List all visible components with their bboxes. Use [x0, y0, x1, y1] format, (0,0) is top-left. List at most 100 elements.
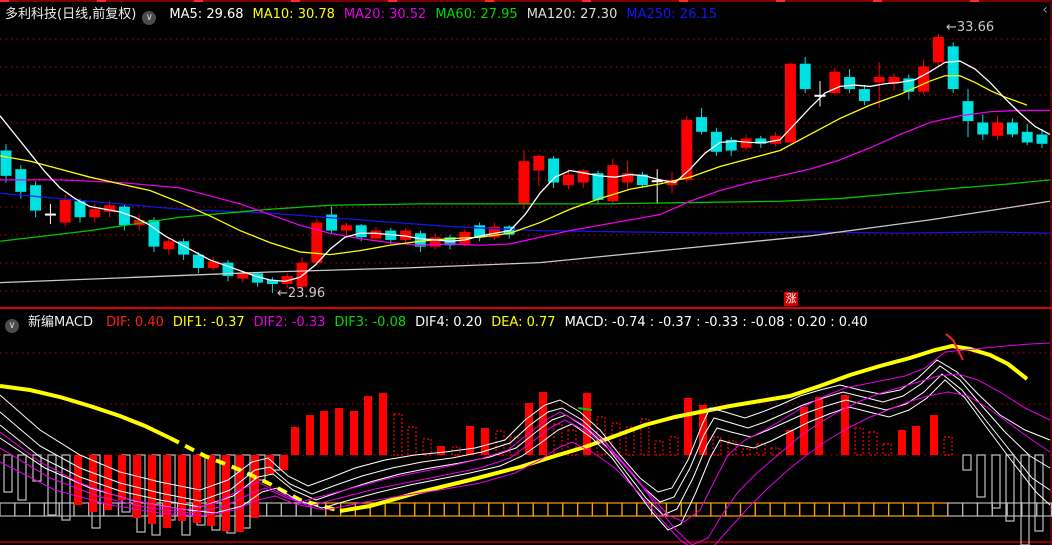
candle-body — [74, 201, 86, 218]
macd-bar-red-neg — [104, 455, 112, 510]
dif-white-1 — [0, 359, 1051, 493]
macd-bar-red-pos — [525, 403, 533, 455]
ladder-cell — [961, 502, 978, 517]
candle-body — [178, 241, 190, 255]
ladder-cell — [828, 502, 845, 517]
macd-bar-gray — [1020, 454, 1030, 545]
ma-label-row: MA5: 29.68 MA10: 30.78 MA20: 30.52 MA60: 27… — [169, 7, 726, 22]
macd-bar-red-hollow — [422, 438, 432, 456]
panel-corner-arrow-icon[interactable]: ‹ — [1042, 2, 1048, 18]
macd-bar-red-hollow — [712, 436, 722, 456]
macd-bar-red-pos — [539, 392, 547, 455]
ladder-cell — [443, 502, 460, 517]
high-price-annotation: ←33.66 — [946, 20, 995, 35]
ladder-cell — [858, 502, 875, 517]
macd-bar-red-pos — [437, 446, 445, 455]
dif-magenta-1 — [0, 342, 1051, 523]
candle-body — [296, 262, 308, 287]
candle-body — [725, 139, 737, 151]
macd-bar-red-hollow — [756, 443, 766, 456]
ladder-cell — [399, 502, 416, 517]
macd-bar-gray — [962, 454, 972, 471]
ladder-cell — [414, 502, 431, 517]
ladder-cell — [428, 502, 445, 517]
ma-value-label: MA10: 30.78 — [252, 7, 335, 22]
candle-body — [148, 219, 160, 247]
candle-body — [30, 185, 42, 211]
candle-body — [326, 214, 338, 231]
candle-body — [681, 119, 693, 180]
candle-body — [932, 37, 944, 63]
candle-body — [429, 237, 441, 247]
candle-body — [400, 230, 412, 240]
macd-bar-red-hollow — [669, 436, 679, 456]
stock-title: 多利科技(日线,前复权) — [5, 7, 137, 22]
ladder-cell — [517, 502, 534, 517]
macd-histogram — [3, 392, 1044, 545]
macd-bar-gray — [47, 454, 57, 516]
macd-bar-red-hollow — [407, 426, 417, 456]
candle-body — [918, 66, 930, 92]
macd-bar-red-pos — [306, 415, 314, 455]
dif-magenta-2 — [0, 373, 1051, 545]
ma-value-label: MA60: 27.95 — [435, 7, 518, 22]
macd-value-label: DIF: 0.40 — [106, 315, 164, 330]
candle-body — [696, 117, 708, 132]
ladder-cell — [902, 502, 919, 517]
macd-bar-red-hollow — [393, 413, 403, 456]
dif-magenta-3 — [0, 391, 1051, 545]
candle-body — [59, 199, 71, 223]
candle-body — [370, 230, 382, 239]
macd-bar-red-pos — [684, 398, 692, 455]
macd-panel-header: ∨ 新编MACD DIF: 0.40 DIF1: -0.37 DIF2: -0.33 D… — [5, 311, 886, 333]
candle-body — [340, 225, 352, 231]
candle-body — [474, 225, 486, 238]
collapse-chevron-icon[interactable]: ∨ — [142, 11, 157, 25]
candle-body — [266, 279, 278, 284]
macd-bar-red-neg — [280, 455, 288, 470]
macd-bar-red-neg — [251, 455, 259, 518]
macd-bar-red-pos — [320, 411, 328, 455]
macd-bar-red-hollow — [943, 436, 953, 456]
candle-body — [873, 77, 885, 83]
dif-red-segment — [945, 333, 964, 361]
macd-bar-red-pos — [466, 426, 474, 455]
macd-bar-red-pos — [379, 393, 387, 455]
dea-solid-right — [339, 343, 1029, 513]
macd-bar-red-hollow — [882, 443, 892, 456]
ma-value-label: MA120: 27.30 — [526, 7, 618, 22]
candle-body — [548, 158, 560, 183]
macd-bar-gray — [991, 454, 1001, 509]
ladder-cell — [576, 502, 593, 517]
candle-body — [207, 261, 219, 268]
dea-solid-left — [0, 384, 171, 440]
collapse-chevron-icon[interactable]: ∨ — [5, 319, 19, 333]
macd-bar-red-hollow — [625, 426, 635, 456]
macd-bar-red-neg — [266, 455, 274, 474]
macd-value-label: DEA: 0.77 — [491, 315, 556, 330]
candle-body — [533, 155, 545, 171]
ladder-cell — [591, 502, 608, 517]
ladder-cell — [813, 502, 830, 517]
candle-body — [281, 275, 293, 284]
candle-body — [1021, 131, 1033, 143]
ladder-cell — [606, 502, 623, 517]
macd-bar-red-neg — [178, 455, 186, 521]
candle-body — [311, 222, 323, 263]
ma-value-label: MA5: 29.68 — [169, 7, 244, 22]
dea-dashed — [169, 436, 341, 513]
candle-body — [977, 122, 989, 135]
ladder-cell — [725, 502, 742, 517]
macd-bar-gray — [17, 454, 27, 501]
candle-body — [163, 241, 175, 250]
macd-bar-red-pos — [291, 427, 299, 455]
macd-bar-red-neg — [118, 455, 126, 500]
candle-body — [518, 161, 530, 204]
candle-body — [858, 89, 870, 102]
macd-bar-red-hollow — [741, 448, 751, 456]
candle-body — [104, 205, 116, 212]
ladder-cell — [754, 502, 771, 517]
candle-body — [222, 262, 234, 276]
